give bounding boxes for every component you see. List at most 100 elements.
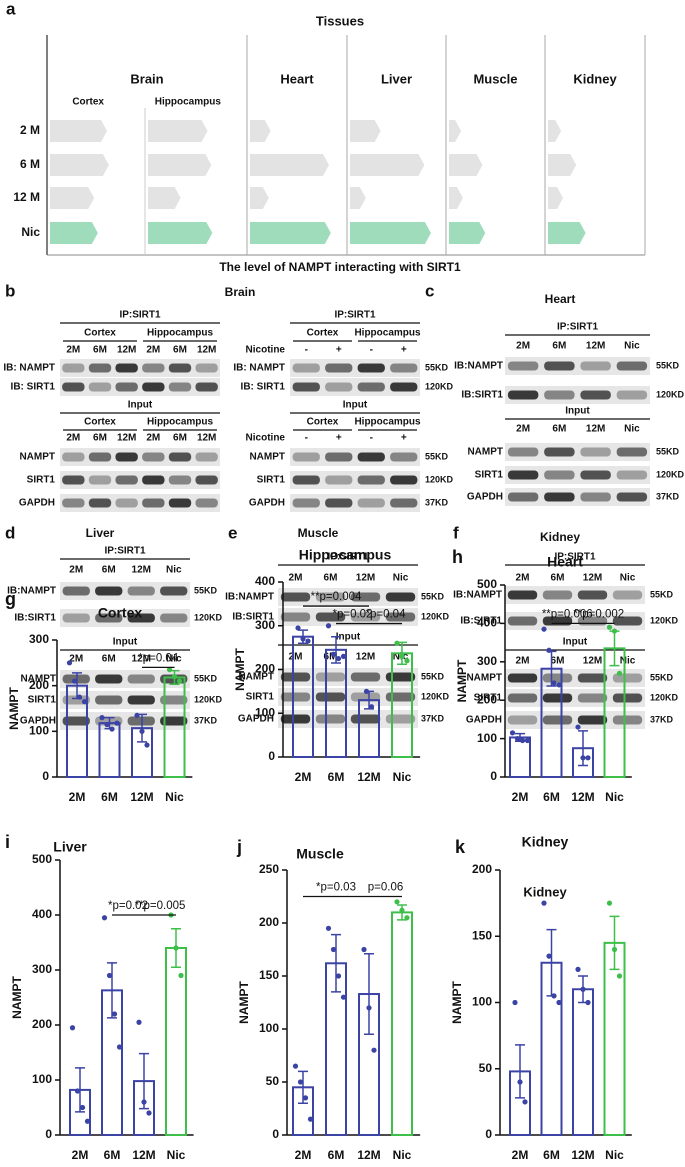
group-label: Cortex xyxy=(84,328,116,339)
lane-label: Nic xyxy=(624,424,640,435)
level-bar xyxy=(548,154,577,176)
group-label: Cortex xyxy=(84,417,116,428)
blot-band xyxy=(315,592,346,602)
lane-label: 2M xyxy=(516,341,530,352)
blot-band xyxy=(115,363,138,373)
treatment-label: Nicotine xyxy=(246,345,286,356)
chart-title: Heart xyxy=(547,554,583,570)
blot-band xyxy=(357,382,385,392)
data-point xyxy=(366,1005,372,1011)
treatment-label: Nicotine xyxy=(246,433,286,444)
blot-band xyxy=(115,498,138,508)
row-label: SIRT1 xyxy=(246,692,275,703)
data-point xyxy=(71,678,78,684)
significance-label: *p=0.04 xyxy=(366,609,407,621)
row-label: IB: SIRT1 xyxy=(11,382,56,393)
lane-label: 6M xyxy=(324,573,338,584)
blot-band xyxy=(357,498,385,508)
data-point xyxy=(575,966,581,972)
data-point xyxy=(325,623,332,629)
mw-label: 55KD xyxy=(656,446,680,456)
lane-label: 2M xyxy=(516,573,530,584)
blot-strip xyxy=(278,588,418,606)
x-tick-label: 12M xyxy=(571,790,594,804)
blot-header: IP:SIRT1 xyxy=(554,552,596,563)
data-point xyxy=(580,986,586,992)
level-bar xyxy=(148,222,213,244)
panel-label: e xyxy=(228,523,237,542)
row-label: GAPDH xyxy=(466,715,502,726)
lane-label: + xyxy=(336,345,342,356)
blot-band xyxy=(612,673,643,683)
blot-band xyxy=(357,452,385,462)
blot-band xyxy=(95,674,123,684)
blot-band xyxy=(168,382,192,392)
lane-label: - xyxy=(370,345,373,356)
lane-label: 2M xyxy=(146,433,160,444)
y-tick-label: 0 xyxy=(42,769,49,783)
mw-label: 120KD xyxy=(425,381,454,391)
data-point xyxy=(585,755,591,761)
blot-strip xyxy=(505,443,650,461)
data-point xyxy=(394,899,400,905)
data-point xyxy=(116,1044,123,1050)
blot-header: IP:SIRT1 xyxy=(104,546,146,557)
mw-label: 55KD xyxy=(650,672,674,682)
blot-band xyxy=(507,616,538,626)
panel-label: g xyxy=(5,589,16,609)
blot-band xyxy=(350,612,381,622)
row-label: 6 M xyxy=(20,157,40,171)
lane-label: 12M xyxy=(132,565,151,576)
lane-label: 12M xyxy=(197,345,216,356)
y-tick-label: 100 xyxy=(29,724,49,738)
blot-band xyxy=(88,498,112,508)
lane-label: 2M xyxy=(69,654,83,665)
group-label: Hippocampus xyxy=(147,417,214,428)
blot-header: IP:SIRT1 xyxy=(557,322,599,333)
blot-band xyxy=(542,693,573,703)
blot-strip xyxy=(505,669,645,687)
blot-band xyxy=(390,363,418,373)
blot-band xyxy=(580,492,611,502)
tissue-label: Brain xyxy=(130,71,163,86)
y-tick-label: 0 xyxy=(45,1127,52,1141)
mw-label: 120KD xyxy=(194,612,223,622)
lane-label: 6M xyxy=(551,656,565,667)
blot-band xyxy=(292,363,320,373)
y-tick-label: 400 xyxy=(477,616,497,630)
level-bar xyxy=(350,187,366,209)
blot-strip xyxy=(290,471,420,489)
blot-strip xyxy=(505,488,650,506)
y-tick-label: 150 xyxy=(472,928,492,942)
blot-band xyxy=(115,475,138,485)
panel-label: k xyxy=(455,837,466,857)
bar xyxy=(391,911,413,1137)
lane-label: Nic xyxy=(624,341,640,352)
row-label: GAPDH xyxy=(467,492,503,503)
level-bar xyxy=(148,187,181,209)
significance-label: **p=0.002 xyxy=(573,608,624,620)
data-point xyxy=(616,973,623,979)
blot-band xyxy=(325,382,353,392)
lane-label: 2M xyxy=(66,345,80,356)
blot-band xyxy=(544,390,575,400)
data-point xyxy=(139,728,145,734)
lane-label: 12M xyxy=(197,433,216,444)
data-point xyxy=(176,678,183,684)
y-tick-label: 100 xyxy=(472,995,492,1009)
y-tick-label: 200 xyxy=(259,915,279,929)
chart-title: Liver xyxy=(53,839,87,855)
blot-band xyxy=(616,447,648,457)
mw-label: 37KD xyxy=(650,714,674,724)
x-tick-label: 6M xyxy=(328,1148,345,1162)
y-axis-label: NAMPT xyxy=(455,659,469,702)
blot-band xyxy=(390,475,418,485)
data-point xyxy=(551,680,557,686)
y-tick-label: 150 xyxy=(259,968,279,982)
y-tick-label: 500 xyxy=(477,577,497,591)
mw-label: 55KD xyxy=(425,451,449,461)
blot-strip xyxy=(60,609,190,627)
blot-band xyxy=(195,452,218,462)
blot-band xyxy=(507,693,538,703)
blot-band xyxy=(142,475,165,485)
